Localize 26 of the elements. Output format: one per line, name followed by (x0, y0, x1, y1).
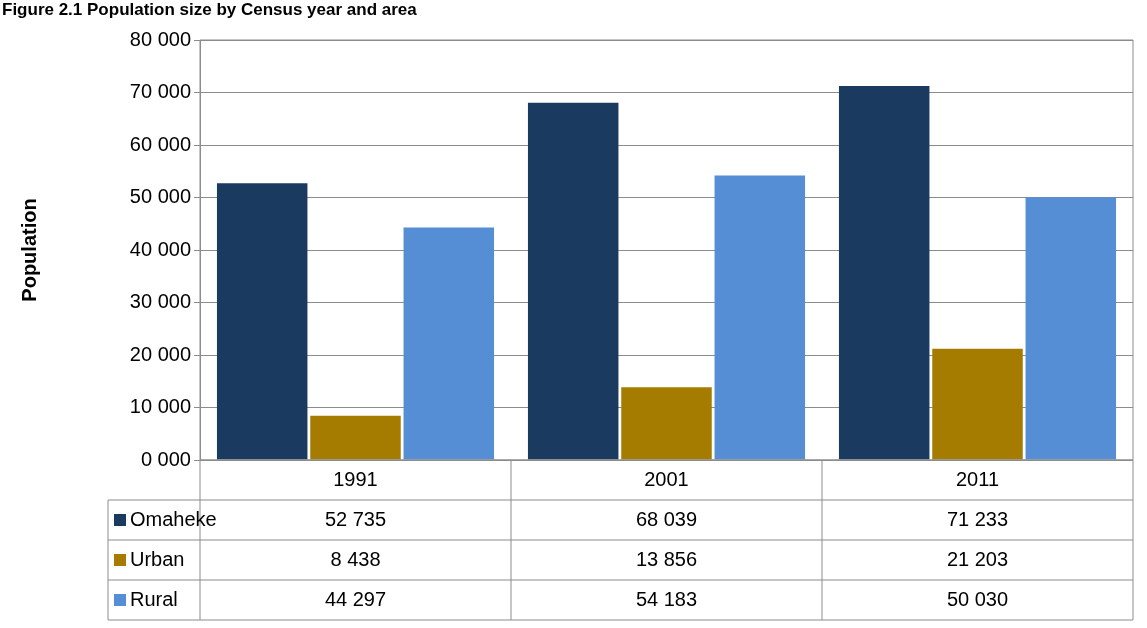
legend-label: Urban (130, 547, 185, 570)
y-tick-label: 20 000 (129, 342, 191, 365)
x-tick-label: 2011 (955, 467, 1000, 490)
y-tick-label: 80 000 (129, 27, 191, 50)
data-label: 50 030 (946, 587, 1009, 610)
y-tick-label: 70 000 (129, 80, 191, 103)
y-tick-label: 0 000 (140, 447, 191, 470)
legend-label: Rural (130, 587, 178, 610)
data-label: 68 039 (635, 507, 698, 530)
data-label: 54 183 (635, 587, 698, 610)
x-tick-label: 1991 (333, 467, 378, 490)
y-tick-label: 60 000 (129, 132, 191, 155)
data-label: 21 203 (946, 547, 1009, 570)
data-label: 71 233 (946, 507, 1009, 530)
y-tick-label: 30 000 (129, 290, 191, 313)
y-tick-label: 10 000 (129, 395, 191, 418)
y-tick-label: 40 000 (129, 237, 191, 260)
data-label: 52 735 (324, 507, 387, 530)
y-axis-title: Population (17, 198, 40, 302)
legend-label: Omaheke (130, 507, 217, 530)
data-label: 13 856 (635, 547, 698, 570)
data-label: 8 438 (330, 547, 381, 570)
data-label: 44 297 (324, 587, 387, 610)
x-tick-label: 2001 (644, 467, 689, 490)
y-tick-label: 50 000 (129, 185, 191, 208)
chart-title: Figure 2.1 Population size by Census year and area (2, 0, 418, 20)
